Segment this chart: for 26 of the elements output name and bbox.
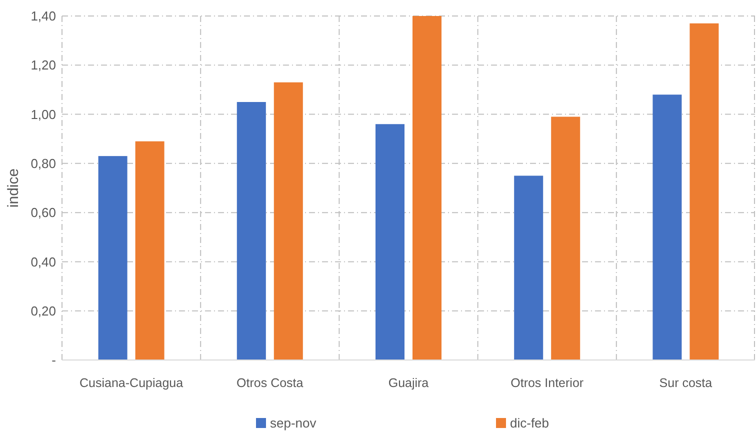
bar xyxy=(135,141,164,360)
legend-label: sep-nov xyxy=(270,416,317,431)
x-tick-label: Otros Costa xyxy=(236,376,304,390)
bar xyxy=(274,82,303,360)
bar xyxy=(412,16,442,360)
bar xyxy=(652,94,682,360)
y-tick-label: 0,20 xyxy=(30,303,56,318)
legend-label: dic-feb xyxy=(510,416,550,431)
y-tick-label: 0,60 xyxy=(30,205,56,220)
y-tick-label: 1,00 xyxy=(30,106,56,122)
y-tick-label: 0,40 xyxy=(30,254,56,270)
y-tick-label: 1,20 xyxy=(30,58,56,73)
y-tick-label: - xyxy=(52,352,56,368)
x-tick-label: Guajira xyxy=(388,376,429,390)
bar xyxy=(376,124,404,360)
bar xyxy=(98,156,128,360)
bar xyxy=(236,102,266,360)
y-tick-label: 0,80 xyxy=(30,156,56,171)
y-tick-label: 1,40 xyxy=(30,8,56,24)
y-axis-title: indice xyxy=(5,168,22,208)
bar xyxy=(514,176,544,360)
x-tick-label: Cusiana-Cupiagua xyxy=(80,376,184,390)
x-tick-label: Sur costa xyxy=(659,376,712,390)
bar xyxy=(690,23,719,360)
x-tick-label: Otros Interior xyxy=(510,376,584,390)
bar xyxy=(551,116,580,360)
